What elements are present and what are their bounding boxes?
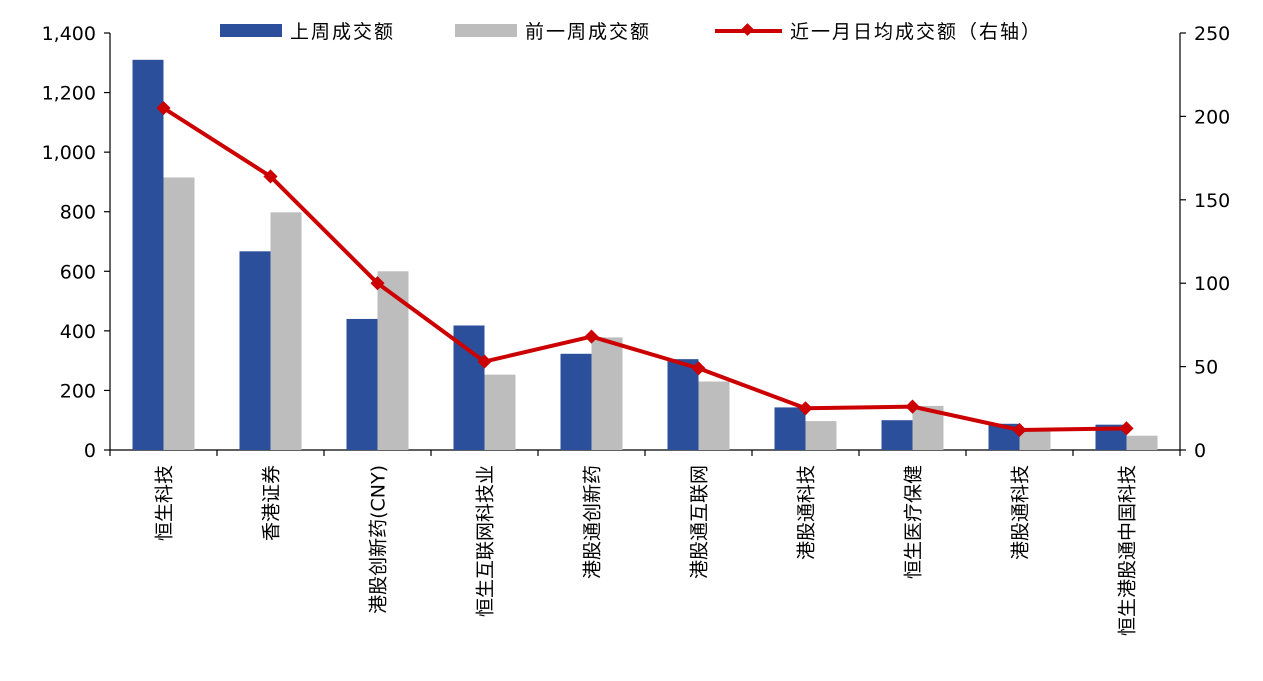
line-point bbox=[798, 401, 813, 416]
right-tick-label: 50 bbox=[1194, 357, 1218, 379]
right-tick-label: 250 bbox=[1194, 23, 1230, 45]
category-label: 港股通创新药 bbox=[582, 465, 604, 579]
bar-prev-week bbox=[698, 381, 730, 450]
legend-line-marker bbox=[741, 23, 754, 36]
category-label: 港股通互联网 bbox=[689, 465, 711, 579]
line-point bbox=[1012, 422, 1027, 438]
line-path bbox=[162, 106, 1127, 432]
legend-swatch-prev-week bbox=[455, 24, 517, 37]
category-label: 港股通科技 bbox=[1010, 465, 1032, 560]
line-point bbox=[263, 169, 278, 184]
left-tick-label: 1,400 bbox=[42, 23, 96, 45]
category-label: 港股通科技 bbox=[796, 465, 818, 560]
line-point bbox=[691, 361, 706, 376]
bar-prev-week bbox=[805, 421, 837, 450]
line-series bbox=[156, 100, 1134, 438]
bar-last-week bbox=[132, 59, 164, 451]
category-label: 香港证券 bbox=[261, 465, 283, 541]
left-tick-label: 0 bbox=[84, 440, 96, 462]
bar-last-week bbox=[453, 325, 485, 450]
bar-prev-week bbox=[270, 212, 302, 450]
legend-label-last-week: 上周成交额 bbox=[290, 21, 395, 43]
legend-label-prev-week: 前一周成交额 bbox=[525, 21, 651, 43]
bar-last-week bbox=[667, 359, 699, 450]
legend-swatch-last-week bbox=[220, 24, 282, 37]
right-tick-label: 150 bbox=[1194, 190, 1230, 212]
bar-last-week bbox=[346, 318, 378, 450]
legend-label-line: 近一月日均成交额（右轴） bbox=[790, 21, 1042, 43]
category-label: 恒生医疗保健 bbox=[903, 465, 925, 579]
bar-last-week bbox=[881, 420, 913, 450]
left-tick-label: 400 bbox=[60, 321, 96, 343]
line-point bbox=[477, 354, 492, 369]
left-tick-label: 600 bbox=[60, 261, 96, 283]
bar-prev-week bbox=[377, 271, 409, 450]
line-point bbox=[370, 276, 385, 291]
bar-prev-week bbox=[163, 177, 195, 451]
bar-prev-week bbox=[591, 337, 623, 450]
left-tick-label: 1,200 bbox=[42, 83, 96, 105]
bar-last-week bbox=[560, 353, 592, 450]
bars bbox=[132, 59, 1158, 451]
category-labels: 恒生科技 香港证券 港股创新药(CNY) 恒生互联网科技业 港股通创新药 港股通互联网 港股… bbox=[154, 465, 1139, 636]
category-label: 恒生科技 bbox=[154, 465, 176, 541]
right-tick-label: 200 bbox=[1194, 106, 1230, 128]
bar-last-week bbox=[239, 251, 271, 450]
category-label: 港股创新药(CNY) bbox=[368, 465, 390, 614]
line-point bbox=[1119, 421, 1134, 436]
bar-prev-week bbox=[1019, 428, 1051, 450]
legend: 上周成交额 前一周成交额 近一月日均成交额（右轴） bbox=[220, 21, 1042, 43]
axes: 0 200 400 600 800 1,000 1,200 1,400 0 50 100 150 200… bbox=[42, 23, 1231, 462]
bar-prev-week bbox=[484, 374, 516, 450]
bar-last-week bbox=[774, 407, 806, 450]
right-tick-label: 100 bbox=[1194, 273, 1230, 295]
bar-prev-week bbox=[1126, 435, 1158, 450]
left-tick-label: 200 bbox=[60, 380, 96, 402]
right-tick-label: 0 bbox=[1194, 440, 1206, 462]
line-point bbox=[584, 329, 599, 344]
left-tick-label: 1,000 bbox=[42, 142, 96, 164]
category-label: 恒生互联网科技业 bbox=[475, 465, 497, 617]
left-tick-label: 800 bbox=[60, 202, 96, 224]
category-label: 恒生港股通中国科技 bbox=[1117, 465, 1139, 636]
line-point bbox=[905, 399, 920, 414]
